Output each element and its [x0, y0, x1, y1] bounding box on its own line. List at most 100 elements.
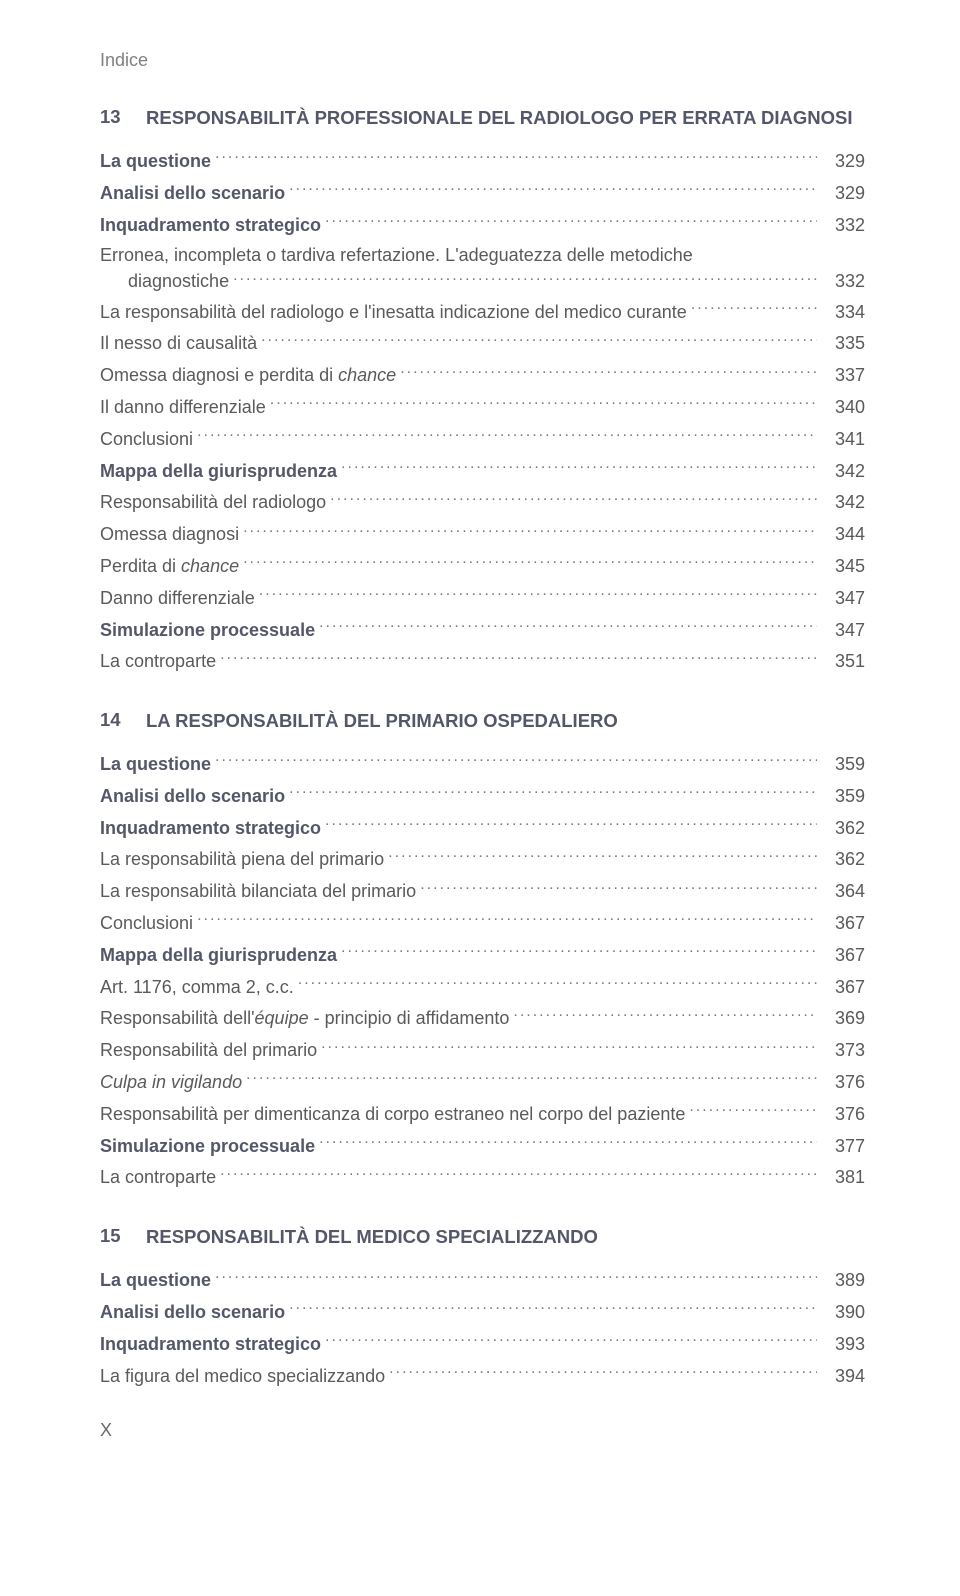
toc-leaders — [197, 427, 817, 445]
toc-entry: Inquadramento strategico393 — [100, 1330, 865, 1359]
toc-leaders — [261, 331, 817, 349]
toc-label: Inquadramento strategico — [100, 814, 321, 843]
toc-leaders — [341, 459, 817, 477]
chapter-title-row: 13RESPONSABILITÀ PROFESSIONALE DEL RADIO… — [100, 106, 865, 131]
toc-entry: Responsabilità dell'équipe - principio d… — [100, 1004, 865, 1033]
toc-page: 332 — [821, 211, 865, 240]
toc-entry: Simulazione processuale 377 — [100, 1132, 865, 1161]
section-gap — [100, 679, 865, 709]
toc-page: 373 — [821, 1036, 865, 1065]
toc-leaders — [215, 1268, 817, 1286]
toc-list: La questione 359 Analisi dello scenario359… — [100, 750, 865, 1192]
toc-list: La questione 329 Analisi dello scenario 329… — [100, 147, 865, 676]
toc-label: La responsabilità bilanciata del primari… — [100, 877, 416, 906]
toc-leaders — [389, 1364, 817, 1382]
toc-page: 334 — [821, 298, 865, 327]
toc-label: diagnostiche — [100, 268, 229, 294]
toc-leaders — [388, 847, 817, 865]
toc-label: Inquadramento strategico — [100, 1330, 321, 1359]
toc-entry: Il nesso di causalità335 — [100, 329, 865, 358]
toc-page: 369 — [821, 1004, 865, 1033]
toc-leaders — [243, 554, 817, 572]
toc-label: Responsabilità per dimenticanza di corpo… — [100, 1100, 685, 1129]
toc-page: 377 — [821, 1132, 865, 1161]
toc-leaders — [289, 1300, 817, 1318]
chapter-title: RESPONSABILITÀ DEL MEDICO SPECIALIZZANDO — [146, 1225, 598, 1250]
toc-label: Omessa diagnosi e perdita di chance — [100, 361, 396, 390]
toc-label: Analisi dello scenario — [100, 782, 285, 811]
toc-entry: Inquadramento strategico 362 — [100, 814, 865, 843]
toc-label: Conclusioni — [100, 425, 193, 454]
toc-page: 329 — [821, 147, 865, 176]
toc-leaders — [243, 522, 817, 540]
toc-page: 367 — [821, 909, 865, 938]
toc-label: Culpa in vigilando — [100, 1068, 242, 1097]
toc-leaders — [270, 395, 817, 413]
toc-entry: La questione 329 — [100, 147, 865, 176]
toc-leaders — [325, 213, 817, 231]
page-number: X — [100, 1420, 865, 1441]
toc-entry: La responsabilità piena del primario362 — [100, 845, 865, 874]
toc-leaders — [330, 490, 817, 508]
toc-label: Il nesso di causalità — [100, 329, 257, 358]
toc-label: Analisi dello scenario — [100, 179, 285, 208]
toc-entry: Analisi dello scenario359 — [100, 782, 865, 811]
toc-entry: Responsabilità del primario 373 — [100, 1036, 865, 1065]
toc-page: 389 — [821, 1266, 865, 1295]
toc-label: La questione — [100, 750, 211, 779]
toc-entry: Mappa della giurisprudenza342 — [100, 457, 865, 486]
toc-list: La questione389 Analisi dello scenario390… — [100, 1266, 865, 1390]
toc-label: Simulazione processuale — [100, 1132, 315, 1161]
toc-entry: Conclusioni341 — [100, 425, 865, 454]
toc-label: Conclusioni — [100, 909, 193, 938]
toc-entry: Culpa in vigilando 376 — [100, 1068, 865, 1097]
toc-label: Danno differenziale — [100, 584, 255, 613]
toc-page: 376 — [821, 1100, 865, 1129]
chapter-number: 15 — [100, 1225, 146, 1247]
toc-leaders — [319, 1134, 817, 1152]
chapter-title-row: 14LA RESPONSABILITÀ DEL PRIMARIO OSPEDAL… — [100, 709, 865, 734]
toc-leaders — [691, 300, 817, 318]
toc-label: Erronea, incompleta o tardiva refertazio… — [100, 242, 865, 268]
toc-entry: Omessa diagnosi 344 — [100, 520, 865, 549]
toc-label: Mappa della giurisprudenza — [100, 457, 337, 486]
toc-label: La questione — [100, 147, 211, 176]
toc-page: 390 — [821, 1298, 865, 1327]
toc-entry: La controparte351 — [100, 647, 865, 676]
toc-page: 344 — [821, 520, 865, 549]
toc-entry: Analisi dello scenario390 — [100, 1298, 865, 1327]
toc-page: 329 — [821, 179, 865, 208]
toc-page: 345 — [821, 552, 865, 581]
toc-label: Il danno differenziale — [100, 393, 266, 422]
toc-label: Responsabilità del primario — [100, 1036, 317, 1065]
chapter-title: LA RESPONSABILITÀ DEL PRIMARIO OSPEDALIE… — [146, 709, 618, 734]
toc-leaders — [197, 911, 817, 929]
page-header: Indice — [100, 50, 865, 71]
toc-page: 347 — [821, 584, 865, 613]
toc-page: 367 — [821, 941, 865, 970]
toc-entry: La questione 359 — [100, 750, 865, 779]
chapter-title-row: 15RESPONSABILITÀ DEL MEDICO SPECIALIZZAN… — [100, 1225, 865, 1250]
toc-label: La responsabilità del radiologo e l'ines… — [100, 298, 687, 327]
toc-page: 362 — [821, 814, 865, 843]
toc-label: Responsabilità del radiologo — [100, 488, 326, 517]
chapter-title: RESPONSABILITÀ PROFESSIONALE DEL RADIOLO… — [146, 106, 852, 131]
toc-label: Omessa diagnosi — [100, 520, 239, 549]
toc-entry: La questione389 — [100, 1266, 865, 1295]
toc-page: 376 — [821, 1068, 865, 1097]
toc-page: 394 — [821, 1362, 865, 1391]
toc-leaders — [233, 269, 817, 287]
toc-leaders — [325, 816, 817, 834]
toc-label: Art. 1176, comma 2, c.c. — [100, 973, 294, 1002]
toc-label: La responsabilità piena del primario — [100, 845, 384, 874]
toc-page: 381 — [821, 1163, 865, 1192]
toc-entry: Conclusioni 367 — [100, 909, 865, 938]
toc-page: 367 — [821, 973, 865, 1002]
toc-leaders — [289, 784, 817, 802]
toc-entry: Art. 1176, comma 2, c.c. 367 — [100, 973, 865, 1002]
toc-label: Mappa della giurisprudenza — [100, 941, 337, 970]
toc-entry: Erronea, incompleta o tardiva refertazio… — [100, 242, 865, 294]
toc-entry: Simulazione processuale347 — [100, 616, 865, 645]
toc-page: 359 — [821, 750, 865, 779]
toc-entry: Analisi dello scenario 329 — [100, 179, 865, 208]
